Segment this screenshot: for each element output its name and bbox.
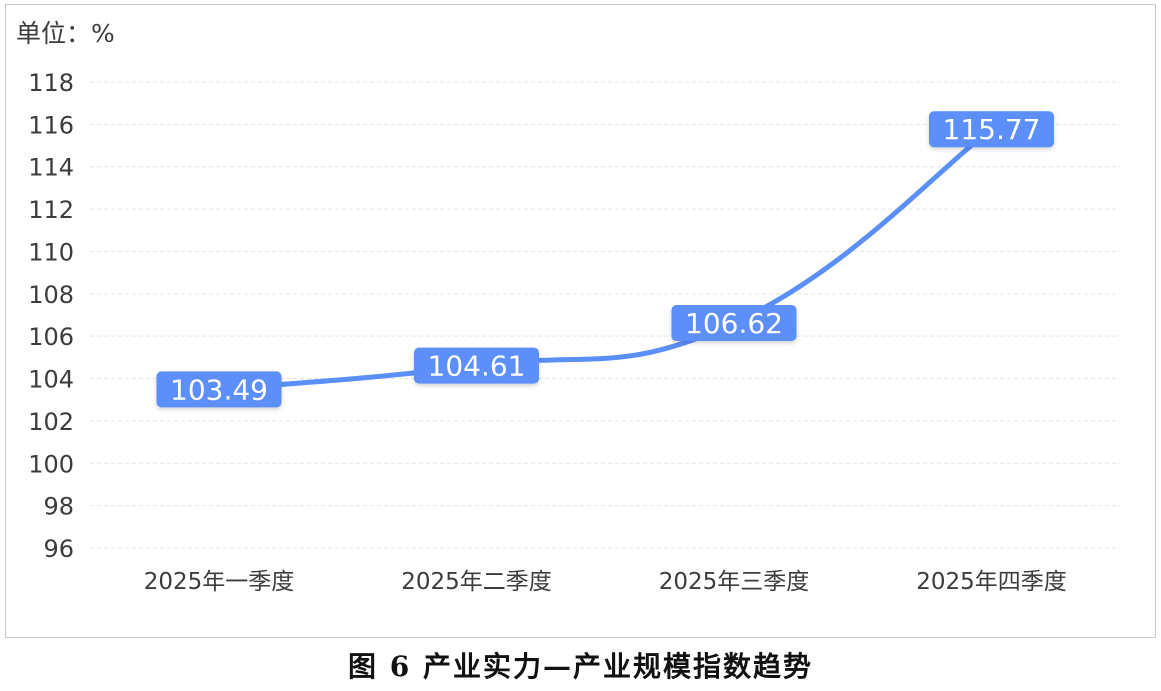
y-tick-label: 98	[43, 493, 74, 521]
y-tick-label: 116	[28, 111, 74, 139]
y-tick-label: 104	[28, 366, 74, 394]
x-tick-label: 2025年二季度	[401, 569, 552, 595]
y-tick-label: 108	[28, 281, 74, 309]
x-tick-label: 2025年三季度	[659, 569, 810, 595]
x-axis-ticks: 2025年一季度 2025年二季度 2025年三季度 2025年四季度	[144, 569, 1067, 595]
data-label: 115.77	[929, 111, 1054, 148]
data-label-text: 106.62	[685, 307, 783, 340]
y-tick-label: 118	[28, 69, 74, 97]
y-axis-ticks: 96 98 100 102 104 106 108 110 112 114 116 118	[28, 69, 74, 563]
figure-caption: 图 6 产业实力—产业规模指数趋势	[348, 650, 813, 683]
data-label-text: 104.61	[428, 350, 526, 383]
chart-frame	[5, 4, 1156, 638]
series-layer	[216, 126, 995, 393]
x-tick-label: 2025年四季度	[916, 569, 1067, 595]
data-label-box	[414, 347, 539, 384]
line-chart: 96 98 100 102 104 106 108 110 112 114 116 118 2025年…	[28, 69, 1120, 595]
y-tick-label: 102	[28, 408, 74, 436]
data-label: 104.61	[414, 347, 539, 384]
y-tick-label: 96	[43, 535, 74, 563]
data-labels: 103.49 104.61 106.62 115.77	[156, 111, 1054, 408]
x-tick-label: 2025年一季度	[144, 569, 295, 595]
y-tick-label: 112	[28, 196, 74, 224]
y-tick-label: 110	[28, 238, 74, 266]
data-label-text: 115.77	[943, 113, 1041, 146]
data-label-box	[929, 111, 1054, 148]
data-label-text: 103.49	[170, 373, 268, 406]
data-label-box	[671, 305, 797, 342]
data-label: 103.49	[156, 371, 282, 408]
data-label-box	[156, 371, 282, 408]
y-tick-label: 100	[28, 450, 74, 478]
data-label: 106.62	[671, 305, 797, 342]
series-line	[216, 126, 994, 392]
y-tick-label: 114	[28, 154, 74, 182]
unit-label: 单位：%	[16, 19, 115, 48]
y-tick-label: 106	[28, 323, 74, 351]
